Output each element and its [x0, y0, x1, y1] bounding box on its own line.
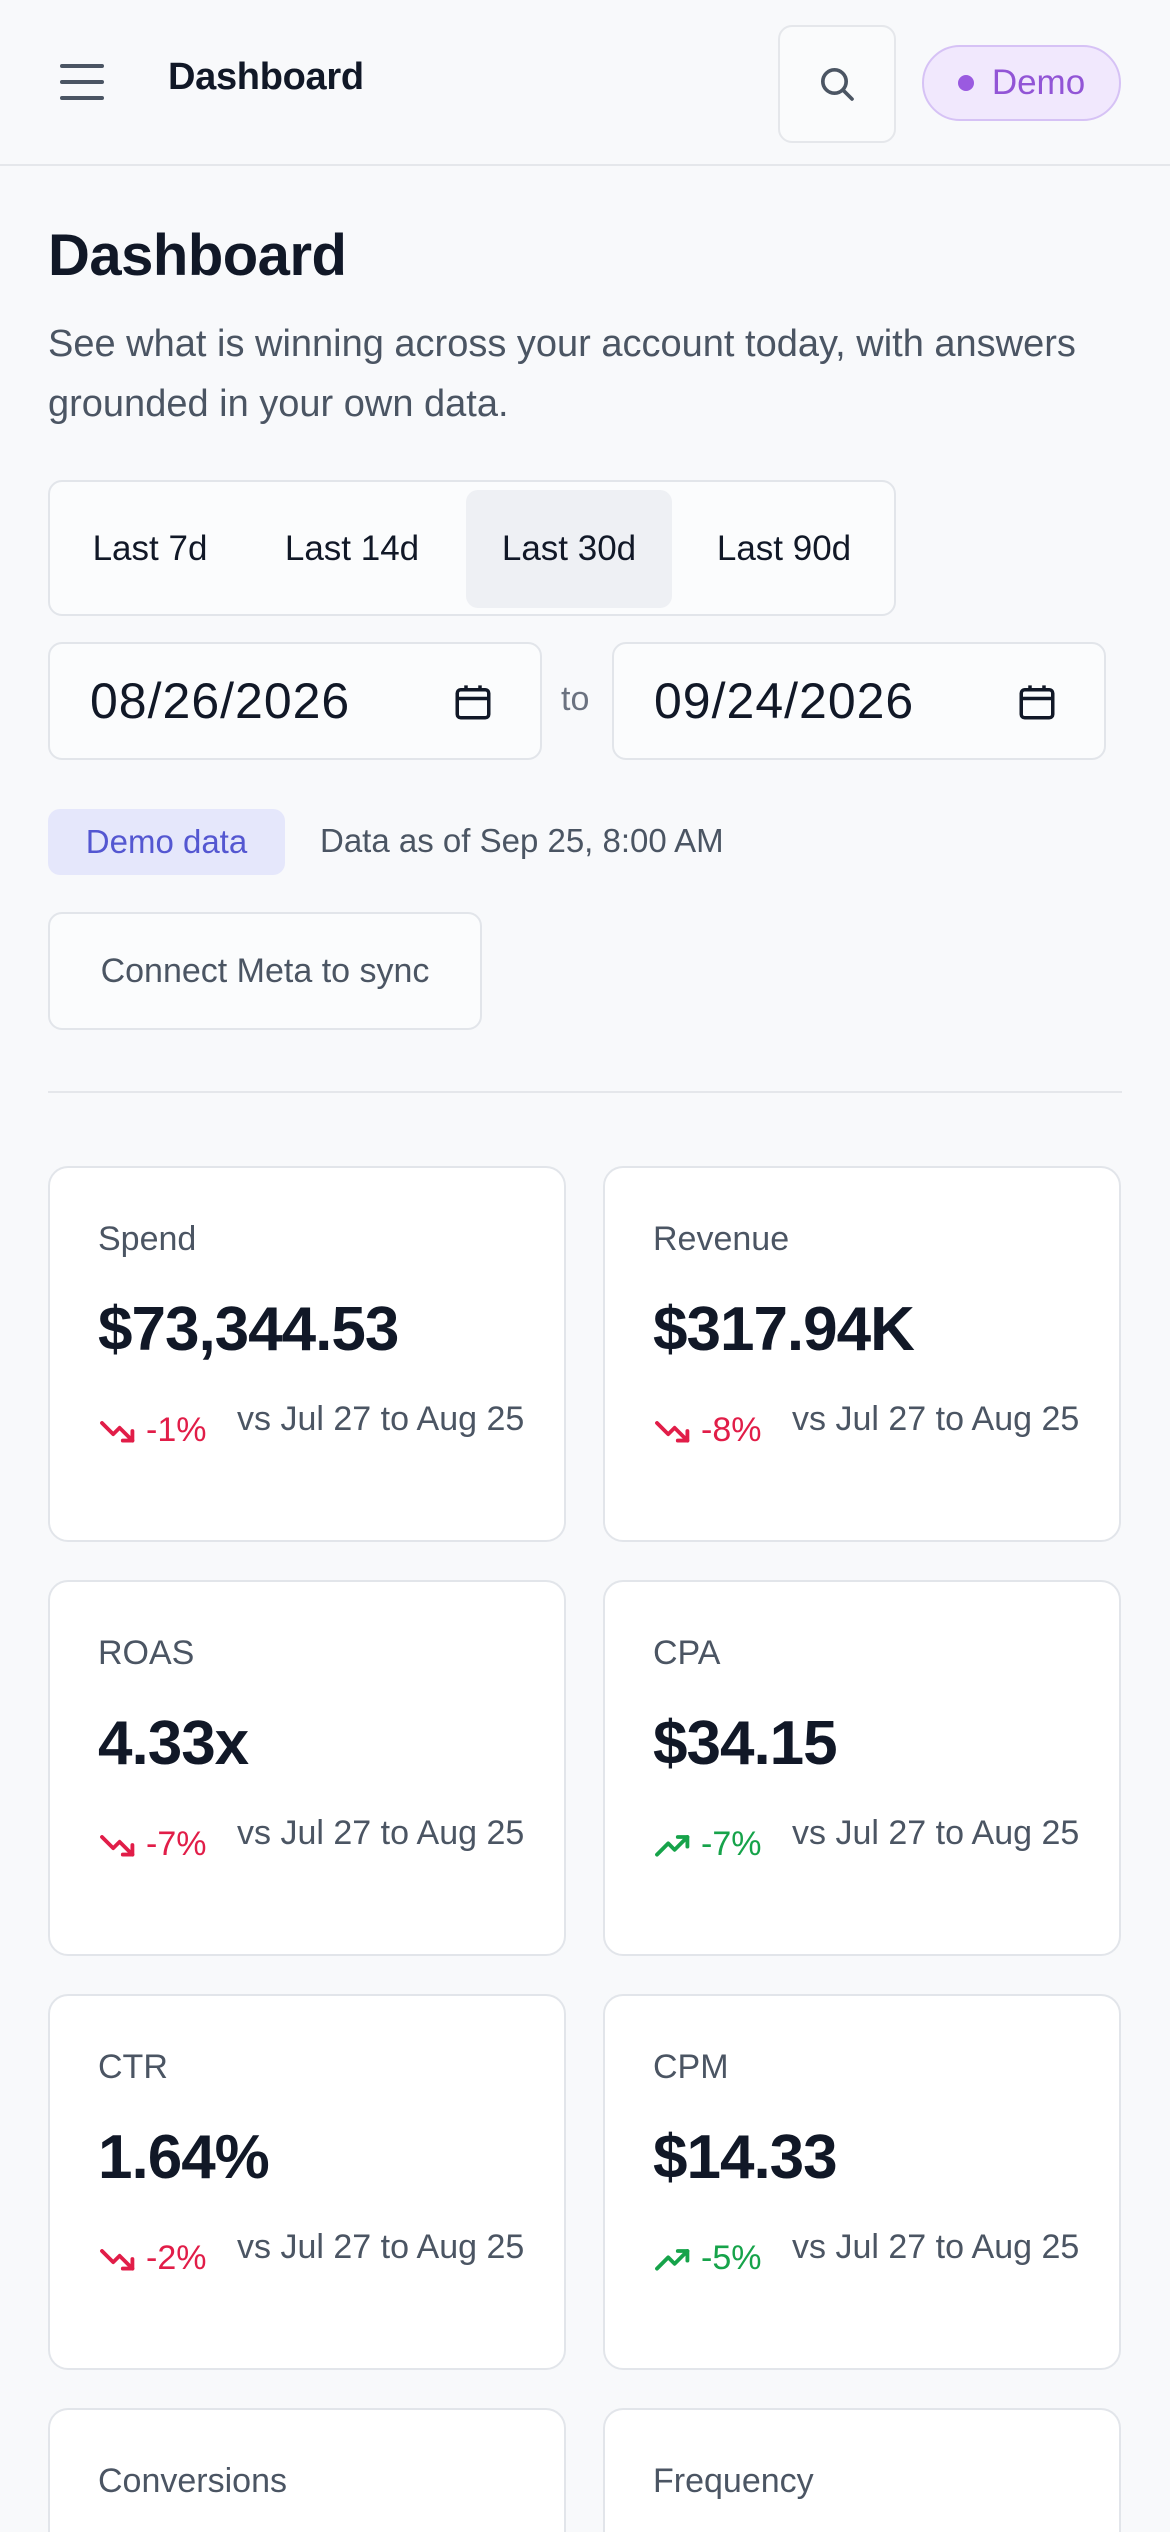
- metric-delta: -2%: [98, 2239, 206, 2278]
- metric-label: Conversions: [98, 2462, 287, 2500]
- metric-card-frequency[interactable]: Frequency: [603, 2408, 1121, 2532]
- metric-compare-text: vs Jul 27 to Aug 25: [237, 1400, 525, 1438]
- top-bar: Dashboard Demo: [0, 0, 1170, 166]
- menu-icon[interactable]: [56, 60, 106, 104]
- metric-label: CPM: [653, 2048, 729, 2086]
- metric-delta: -1%: [98, 1411, 206, 1450]
- metric-label: Revenue: [653, 1220, 790, 1258]
- metric-value: $317.94K: [653, 1295, 915, 1364]
- connect-meta-button[interactable]: Connect Meta to sync: [48, 912, 482, 1030]
- demo-mode-pill[interactable]: Demo: [922, 45, 1121, 121]
- start-date-input[interactable]: 08/26/2026: [48, 642, 542, 760]
- end-date-input[interactable]: 09/24/2026: [612, 642, 1106, 760]
- search-button[interactable]: [778, 25, 896, 143]
- metric-card-roas[interactable]: ROAS 4.33x -7% vs Jul 27 to Aug 25: [48, 1580, 566, 1956]
- metric-card-conversions[interactable]: Conversions: [48, 2408, 566, 2532]
- metric-label: CTR: [98, 2048, 168, 2086]
- page-subtitle: See what is winning across your account …: [48, 323, 1076, 425]
- metric-label: Spend: [98, 1220, 197, 1258]
- metric-delta-value: -8%: [701, 1411, 762, 1449]
- trend-up-icon: [655, 2248, 690, 2271]
- metric-delta: -8%: [653, 1411, 761, 1450]
- end-date-value: 09/24/2026: [654, 673, 915, 729]
- demo-pill-label: Demo: [991, 63, 1086, 102]
- trend-down-icon: [655, 1420, 690, 1443]
- metric-label: Frequency: [653, 2462, 814, 2500]
- metric-compare-text: vs Jul 27 to Aug 25: [237, 1814, 525, 1852]
- calendar-icon[interactable]: [1016, 680, 1058, 724]
- trend-down-icon: [100, 1420, 135, 1443]
- metric-compare-text: vs Jul 27 to Aug 25: [792, 1400, 1080, 1438]
- trend-down-icon: [100, 1834, 135, 1857]
- metric-value: $34.15: [653, 1709, 838, 1778]
- divider: [48, 1091, 1122, 1093]
- metric-card-spend[interactable]: Spend $73,344.53 -1% vs Jul 27 to Aug 25: [48, 1166, 566, 1542]
- trend-up-icon: [655, 1834, 690, 1857]
- metric-compare-text: vs Jul 27 to Aug 25: [792, 1814, 1080, 1852]
- metric-delta: -5%: [653, 2239, 761, 2278]
- metric-card-ctr[interactable]: CTR 1.64% -2% vs Jul 27 to Aug 25: [48, 1994, 566, 2370]
- metric-value: 1.64%: [98, 2123, 270, 2192]
- tab-last-7d[interactable]: Last 7d: [92, 529, 208, 568]
- metric-delta-value: -7%: [701, 1825, 762, 1863]
- metric-delta: -7%: [98, 1825, 206, 1864]
- metric-delta-value: -7%: [146, 1825, 207, 1863]
- data-as-of-text: Data as of Sep 25, 8:00 AM: [320, 822, 724, 859]
- page-title: Dashboard: [48, 223, 347, 288]
- date-range-separator: to: [561, 680, 590, 718]
- metric-label: ROAS: [98, 1634, 195, 1672]
- metric-value: 4.33x: [98, 1709, 249, 1778]
- calendar-icon[interactable]: [452, 680, 494, 724]
- header-title: Dashboard: [168, 56, 364, 98]
- metric-delta: -7%: [653, 1825, 761, 1864]
- tab-last-14d[interactable]: Last 14d: [284, 529, 420, 568]
- metric-label: CPA: [653, 1634, 721, 1672]
- start-date-value: 08/26/2026: [90, 673, 351, 729]
- tab-last-30d[interactable]: Last 30d: [466, 490, 672, 608]
- status-dot-icon: [957, 75, 974, 91]
- metric-compare-text: vs Jul 27 to Aug 25: [792, 2228, 1080, 2266]
- trend-down-icon: [100, 2248, 135, 2271]
- metric-card-cpa[interactable]: CPA $34.15 -7% vs Jul 27 to Aug 25: [603, 1580, 1121, 1956]
- metric-value: $14.33: [653, 2123, 838, 2192]
- metric-delta-value: -1%: [146, 1411, 207, 1449]
- metric-card-revenue[interactable]: Revenue $317.94K -8% vs Jul 27 to Aug 25: [603, 1166, 1121, 1542]
- metric-delta-value: -2%: [146, 2239, 207, 2277]
- metric-card-cpm[interactable]: CPM $14.33 -5% vs Jul 27 to Aug 25: [603, 1994, 1121, 2370]
- date-range-tabs: Last 7d Last 14d Last 30d Last 90d: [48, 480, 896, 616]
- tab-last-90d[interactable]: Last 90d: [716, 529, 852, 568]
- metric-compare-text: vs Jul 27 to Aug 25: [237, 2228, 525, 2266]
- search-icon: [821, 68, 854, 101]
- metric-value: $73,344.53: [98, 1295, 399, 1364]
- metric-delta-value: -5%: [701, 2239, 762, 2277]
- demo-data-badge: Demo data: [48, 809, 285, 875]
